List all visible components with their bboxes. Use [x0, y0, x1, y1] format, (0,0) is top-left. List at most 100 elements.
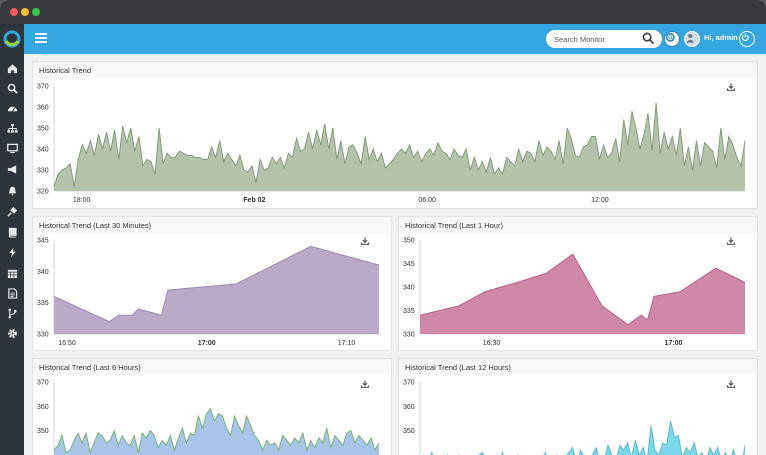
bell-icon	[8, 186, 16, 195]
sitemap-icon	[6, 123, 18, 133]
y-tick-label: 320	[37, 189, 49, 196]
sidebar-item-book[interactable]	[5, 225, 19, 239]
trend-area	[54, 408, 379, 455]
trend-line	[53, 102, 746, 187]
panel-title: Historical Trend (Last 30 Minutes)	[33, 217, 391, 233]
panel-title: Historical Trend (Last 6 Hours)	[33, 359, 391, 375]
y-tick-label: 330	[37, 168, 49, 175]
y-tick-label: 335	[37, 300, 49, 307]
logout-button[interactable]	[739, 31, 755, 47]
sidebar-item-search[interactable]	[5, 81, 19, 95]
panel-title: Historical Trend	[33, 62, 757, 78]
download-icon[interactable]	[360, 380, 370, 388]
x-tick-label: 17:10	[338, 340, 356, 347]
y-tick-label: 350	[37, 428, 49, 435]
trend-12-hours-panel: Historical Trend (Last 12 Hours)	[398, 358, 758, 455]
lifebuoy-icon	[665, 32, 675, 42]
gear-icon	[7, 328, 17, 338]
x-tick-label: Feb 02	[243, 197, 265, 204]
trend-line	[53, 407, 380, 455]
sidebar-item-megaphone[interactable]	[5, 162, 19, 176]
sidebar-item-calendar[interactable]	[5, 266, 19, 280]
monitor-icon	[6, 143, 18, 153]
y-tick-label: 330	[37, 332, 49, 339]
trend-line	[419, 253, 746, 326]
panel-title: Historical Trend (Last 1 Hour)	[399, 217, 757, 233]
download-icon[interactable]	[726, 380, 736, 388]
y-tick-label: 370	[37, 84, 49, 91]
trend-line	[423, 420, 746, 455]
x-tick-label: 18:00	[73, 197, 91, 204]
trend-area	[423, 420, 745, 455]
trend-area	[420, 254, 745, 334]
y-tick-label: 335	[403, 308, 415, 315]
sidebar-item-gear[interactable]	[5, 326, 19, 340]
y-tick-label: 370	[403, 380, 415, 387]
user-avatar-icon	[686, 33, 695, 43]
megaphone-icon	[7, 164, 16, 174]
y-tick-label: 350	[403, 428, 415, 435]
user-greeting[interactable]: Hi, admin	[704, 33, 738, 42]
y-tick-label: 340	[37, 147, 49, 154]
x-tick-label: 06:00	[418, 197, 436, 204]
trend-line	[53, 245, 380, 323]
dashboard-icon	[7, 106, 17, 112]
support-button[interactable]	[664, 31, 680, 47]
y-tick-label: 330	[403, 332, 415, 339]
plug-icon	[6, 206, 17, 217]
branch-icon	[7, 308, 17, 318]
menu-toggle-icon[interactable]	[35, 33, 47, 43]
sidebar-item-dashboard[interactable]	[5, 101, 19, 115]
y-tick-label: 340	[403, 285, 415, 292]
y-tick-label: 345	[37, 238, 49, 245]
download-icon[interactable]	[726, 237, 736, 245]
search-monitor-input[interactable]	[546, 30, 662, 48]
y-tick-label: 360	[37, 105, 49, 112]
y-tick-label: 340	[37, 269, 49, 276]
y-tick-label: 350	[403, 238, 415, 245]
close-window-button[interactable]	[10, 8, 18, 16]
calendar-icon	[7, 269, 17, 278]
sidebar-item-sitemap[interactable]	[5, 121, 19, 135]
x-tick-label: 17:00	[665, 340, 683, 347]
window-titlebar	[0, 0, 766, 24]
sidebar-item-branch[interactable]	[5, 306, 19, 320]
search-icon[interactable]	[642, 32, 655, 45]
sidebar-item-monitor[interactable]	[5, 141, 19, 155]
sidebar-item-home[interactable]	[5, 61, 19, 75]
trend-area	[54, 246, 379, 334]
trend-chart-6hours: 350 360 370	[37, 380, 380, 455]
trend-chart-main: 320 330 340 350 360 370 18:00 Feb 02 06:00 12:00	[37, 83, 746, 204]
sidebar-item-plug[interactable]	[5, 204, 19, 218]
bolt-icon	[8, 247, 16, 257]
maximize-window-button[interactable]	[32, 8, 40, 16]
y-tick-label: 360	[403, 404, 415, 411]
minimize-window-button[interactable]	[21, 8, 29, 16]
home-icon	[7, 63, 17, 73]
power-icon	[741, 33, 749, 41]
sidebar-item-bell[interactable]	[5, 183, 19, 197]
download-icon[interactable]	[726, 83, 736, 91]
x-tick-label: 17:00	[198, 340, 216, 347]
panel-title: Historical Trend (Last 12 Hours)	[399, 359, 757, 375]
x-tick-label: 12:00	[591, 197, 609, 204]
sidebar-item-report[interactable]	[5, 286, 19, 300]
book-icon	[8, 227, 17, 238]
trend-area	[54, 102, 745, 191]
report-icon	[7, 287, 17, 299]
x-tick-label: 16:30	[483, 340, 501, 347]
app-logo[interactable]	[0, 24, 24, 54]
y-tick-label: 370	[37, 380, 49, 387]
download-icon[interactable]	[360, 237, 370, 245]
trend-chart-12hours: 350 360 370	[403, 380, 746, 455]
y-tick-label: 360	[37, 404, 49, 411]
trend-chart-1hour: 330 335 340 345 350 16:30 17:00	[403, 237, 746, 347]
x-tick-label: 16:50	[58, 340, 76, 347]
avatar[interactable]	[684, 31, 700, 47]
sidebar-item-bolt[interactable]	[5, 245, 19, 259]
trend-chart-30min: 330 335 340 345 16:50 17:00 17:10	[37, 237, 380, 347]
y-tick-label: 350	[37, 126, 49, 133]
y-tick-label: 345	[403, 261, 415, 268]
